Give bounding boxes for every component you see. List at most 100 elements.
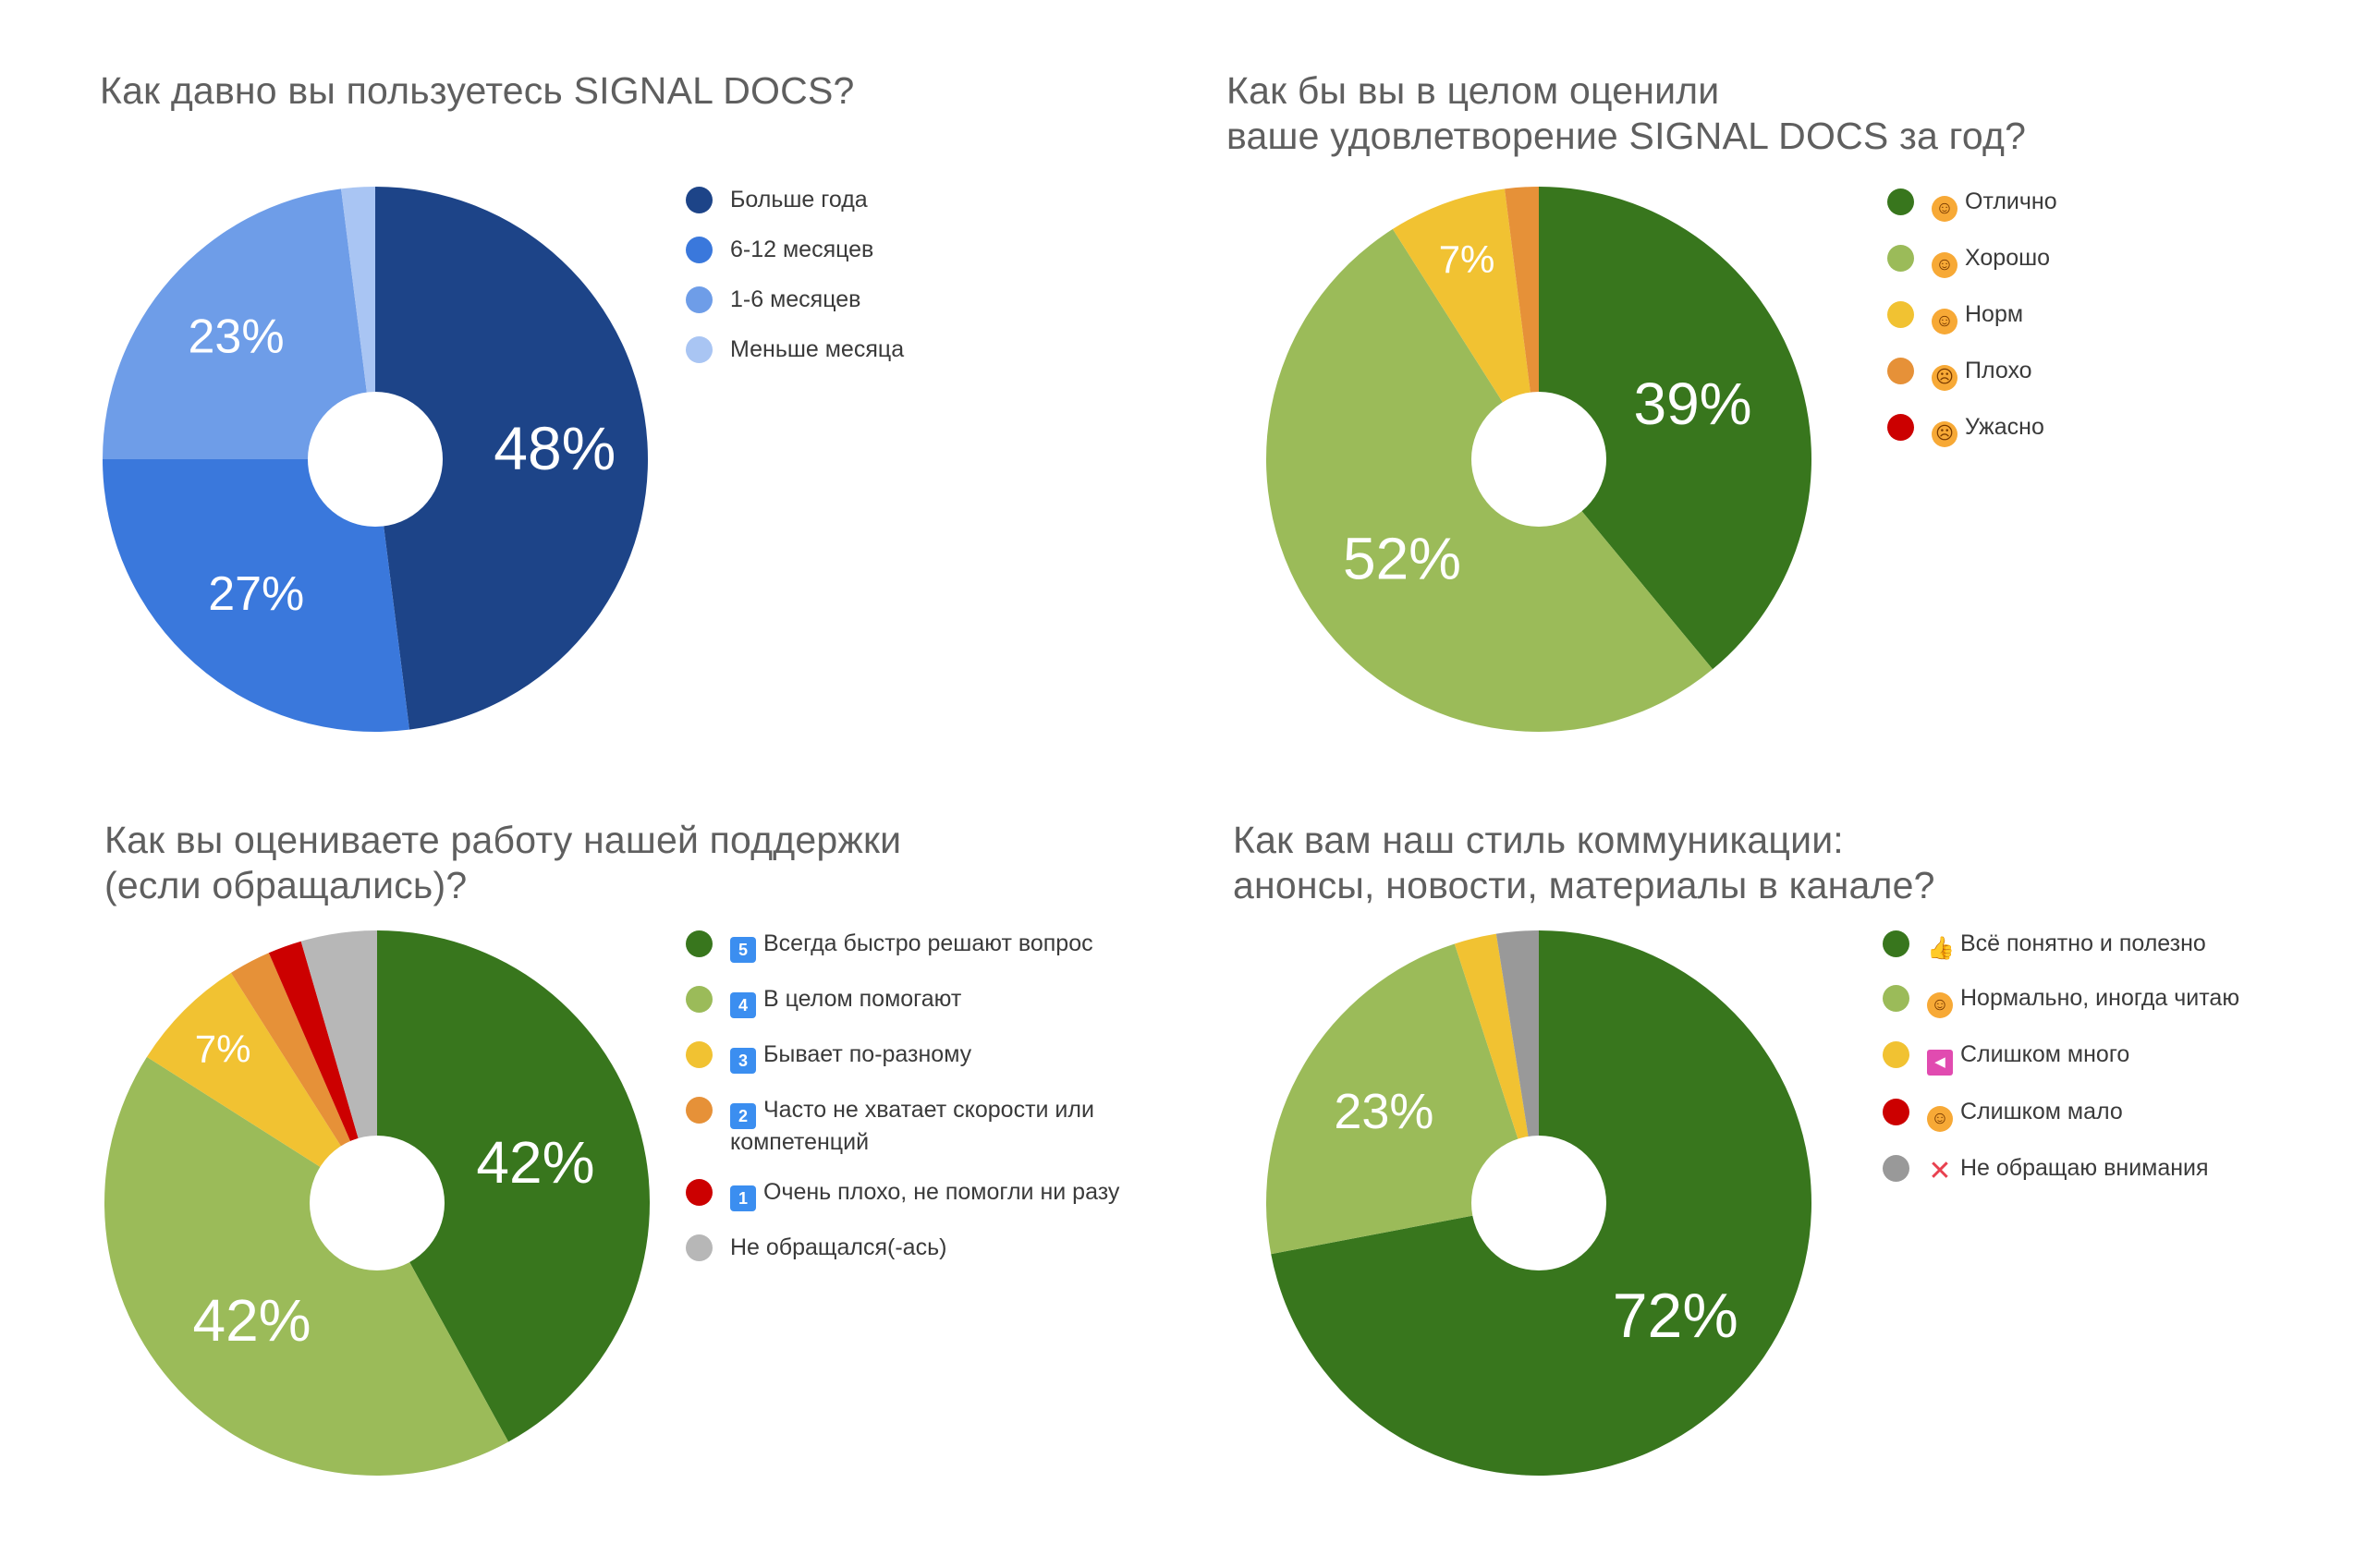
legend-label: Бывает по-разному <box>763 1041 972 1067</box>
legend-swatch <box>1883 1155 1909 1182</box>
legend-label: 1-6 месяцев <box>730 286 861 312</box>
legend-item: ☹ Плохо <box>1887 358 2057 391</box>
chart-legend: 5 Всегда быстро решают вопрос 4 В целом пом… <box>686 930 1119 1284</box>
legend-swatch <box>686 1179 713 1206</box>
legend-swatch <box>1887 245 1914 272</box>
face-smile-icon: ☺ <box>1927 992 1953 1018</box>
legend-swatch <box>1887 188 1914 215</box>
pie-slice <box>341 187 375 459</box>
legend-swatch <box>686 187 713 213</box>
donut-hole <box>308 392 443 527</box>
legend-item: Больше года <box>686 187 904 213</box>
legend-swatch <box>686 286 713 313</box>
face-neutral-icon: ☺ <box>1927 1106 1953 1132</box>
legend-label: Не обращаю внимания <box>1960 1155 2209 1181</box>
legend-label: Хорошо <box>1965 245 2051 271</box>
chart-panel-usage-duration: Как давно вы пользуетесь SIGNAL DOCS? 48… <box>0 0 1155 739</box>
pie-slice <box>268 941 377 1203</box>
legend-item: ☹ Ужасно <box>1887 414 2057 447</box>
pie-slice <box>146 972 377 1203</box>
legend-swatch <box>1883 930 1909 957</box>
pie-slice <box>103 188 375 459</box>
legend-item: Меньше месяца <box>686 336 904 363</box>
legend-swatch <box>686 986 713 1013</box>
legend-swatch <box>686 1234 713 1261</box>
legend-label: Нормально, иногда читаю <box>1960 985 2240 1011</box>
legend-item: 4 В целом помогают <box>686 986 1119 1018</box>
chart-legend: Больше года 6-12 месяцев 1-6 месяцев Меньше… <box>686 187 904 386</box>
legend-item: ☺ Отлично <box>1887 188 2057 222</box>
legend-label: Норм <box>1965 301 2024 327</box>
legend-swatch <box>686 336 713 363</box>
keycap-3-icon: 3 <box>730 1048 756 1074</box>
slice-percent-label: 48% <box>494 414 616 482</box>
face-sad-icon: ☹ <box>1932 365 1957 391</box>
legend-label: Отлично <box>1965 188 2057 214</box>
chart-panel-communication-style: Как вам наш стиль коммуникации: анонсы, … <box>1128 744 2283 1483</box>
legend-label: Ужасно <box>1965 414 2044 440</box>
pie-chart: 72% 23% <box>1266 930 1811 1476</box>
legend-label: Очень плохо, не помогли ни разу <box>763 1179 1120 1205</box>
slice-percent-label: 52% <box>1343 526 1461 592</box>
pie-slice <box>375 187 648 730</box>
megaphone-icon: ◀ <box>1927 1050 1953 1076</box>
legend-swatch <box>1883 1041 1909 1068</box>
legend-item: 1-6 месяцев <box>686 286 904 313</box>
thumbs-up-icon: 👍 <box>1927 936 1955 961</box>
legend-item: ✕ Не обращаю внимания <box>1883 1155 2239 1185</box>
legend-swatch <box>1883 985 1909 1012</box>
legend-label: Часто не хватает скорости или компетенци… <box>730 1097 1094 1155</box>
chart-panel-satisfaction: Как бы вы в целом оценили ваше удовлетво… <box>1128 0 2283 739</box>
legend-swatch <box>686 930 713 957</box>
slice-percent-label: 23% <box>1334 1084 1433 1139</box>
slice-percent-label: 7% <box>1439 237 1495 281</box>
slice-percent-label: 39% <box>1633 371 1751 437</box>
legend-label: В целом помогают <box>763 986 962 1012</box>
pie-slice <box>103 459 409 732</box>
legend-label: Слишком много <box>1960 1041 2130 1067</box>
legend-item: 3 Бывает по-разному <box>686 1041 1119 1074</box>
legend-item: 5 Всегда быстро решают вопрос <box>686 930 1119 963</box>
chart-title: Как бы вы в целом оценили ваше удовлетво… <box>1226 69 2027 157</box>
legend-swatch <box>686 237 713 263</box>
pie-slice <box>230 953 377 1203</box>
legend-label: Слишком мало <box>1960 1099 2123 1124</box>
face-frown-icon: ☹ <box>1932 421 1957 447</box>
legend-label: 6-12 месяцев <box>730 237 874 262</box>
donut-hole <box>310 1136 445 1270</box>
pie-slice <box>1454 933 1539 1203</box>
keycap-5-icon: 5 <box>730 937 756 963</box>
legend-swatch <box>686 1097 713 1124</box>
legend-label: Больше года <box>730 187 868 213</box>
legend-item: ☺ Нормально, иногда читаю <box>1883 985 2239 1018</box>
pie-slice <box>1539 187 1811 670</box>
face-smile-icon: ☺ <box>1932 252 1957 278</box>
legend-item: 1 Очень плохо, не помогли ни разу <box>686 1179 1119 1211</box>
keycap-1-icon: 1 <box>730 1185 756 1211</box>
legend-item: 👍 Всё понятно и полезно <box>1883 930 2239 962</box>
chart-title: Как давно вы пользуетесь SIGNAL DOCS? <box>100 69 855 112</box>
pie-chart: 39% 52% 7% <box>1265 187 1811 733</box>
pie-slice <box>300 930 377 1203</box>
pie-slice <box>1392 188 1539 459</box>
legend-swatch <box>1887 414 1914 441</box>
legend-item: ☺ Хорошо <box>1887 245 2057 278</box>
legend-label: Не обращался(-ась) <box>730 1234 947 1260</box>
slice-percent-label: 23% <box>188 310 284 363</box>
chart-title: Как вам наш стиль коммуникации: анонсы, … <box>1233 819 1935 906</box>
chart-panel-support-rating: Как вы оцениваете работу нашей поддержки… <box>0 744 1155 1483</box>
legend-item: ☺ Слишком мало <box>1883 1099 2239 1132</box>
pie-slice <box>104 1056 509 1476</box>
slice-percent-label: 72% <box>1613 1281 1738 1351</box>
legend-swatch <box>1883 1099 1909 1125</box>
slice-percent-label: 42% <box>476 1129 594 1196</box>
pie-chart: 48% 27% 23% <box>103 187 648 732</box>
legend-swatch <box>686 1041 713 1068</box>
pie-slice <box>1266 943 1539 1255</box>
legend-label: Всё понятно и полезно <box>1960 930 2206 956</box>
chart-legend: 👍 Всё понятно и полезно ☺ Нормально, иногда… <box>1883 930 2239 1208</box>
slice-percent-label: 7% <box>195 1027 251 1071</box>
pie-chart: 42% 42% 7% <box>104 930 650 1476</box>
legend-item: Не обращался(-ась) <box>686 1234 1119 1261</box>
legend-item: 6-12 месяцев <box>686 237 904 263</box>
